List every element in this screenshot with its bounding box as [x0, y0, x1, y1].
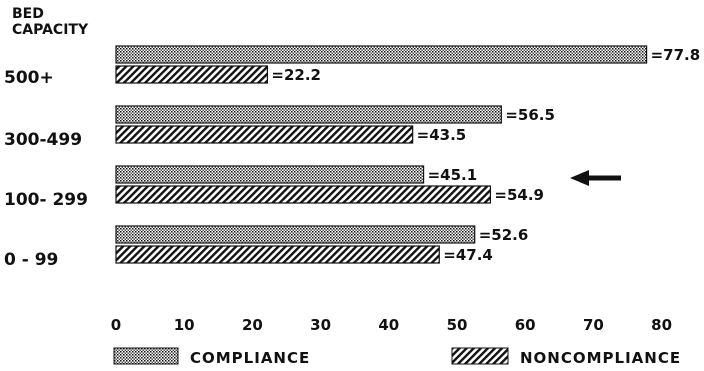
- bars-group: =77.8 =22.2 =56.5 =43.5 =45.1 =54.9 =52.6 =47.4: [115, 45, 701, 264]
- bar-compliance-cat-3: [115, 225, 476, 244]
- legend-swatch-compliance: [113, 347, 179, 365]
- bar-noncompliance-cat-2: [115, 185, 492, 204]
- x-tick-label-60: 60: [515, 316, 536, 334]
- bar-noncompliance-cat-1: [115, 125, 414, 144]
- x-tick-label-70: 70: [583, 316, 604, 334]
- category-label-cat-1: 300-499: [4, 130, 82, 150]
- data-label-compliance-cat-3: =52.6: [479, 226, 529, 244]
- x-tick-label-30: 30: [310, 316, 331, 334]
- data-label-noncompliance-cat-0: =22.2: [271, 66, 321, 84]
- bar-noncompliance-cat-0: [115, 65, 269, 84]
- category-label-cat-3: 0 - 99: [4, 250, 58, 270]
- category-label-cat-2: 100- 299: [4, 190, 88, 210]
- x-tick-label-80: 80: [651, 316, 672, 334]
- legend: COMPLIANCE NONCOMPLIANCE: [113, 347, 681, 367]
- x-tick-label-0: 0: [111, 316, 121, 334]
- x-tick-label-50: 50: [447, 316, 468, 334]
- x-tick-label-40: 40: [378, 316, 399, 334]
- data-label-noncompliance-cat-2: =54.9: [494, 186, 544, 204]
- x-tick-label-10: 10: [174, 316, 195, 334]
- y-axis-title-line-1: BED: [12, 6, 44, 22]
- data-label-compliance-cat-0: =77.8: [651, 46, 701, 64]
- category-labels-group: 500+ 300-499 100- 299 0 - 99: [4, 68, 88, 270]
- category-label-cat-0: 500+: [4, 68, 54, 88]
- legend-label-noncompliance: NONCOMPLIANCE: [520, 349, 681, 367]
- x-tick-labels-group: 0 10 20 30 40 50 60 70 80: [111, 316, 672, 334]
- bar-compliance-cat-0: [115, 45, 648, 64]
- bar-compliance-cat-2: [115, 165, 425, 184]
- data-label-compliance-cat-1: =56.5: [505, 106, 555, 124]
- y-axis-title-line-2: CAPACITY: [12, 22, 89, 38]
- bar-compliance-cat-1: [115, 105, 502, 124]
- data-label-noncompliance-cat-1: =43.5: [417, 126, 467, 144]
- x-tick-label-20: 20: [242, 316, 263, 334]
- bar-noncompliance-cat-3: [115, 245, 440, 264]
- annotation-arrow: [570, 170, 621, 186]
- arrow-head-icon: [570, 170, 589, 186]
- legend-swatch-noncompliance: [451, 347, 509, 365]
- arrow-shaft: [587, 175, 621, 181]
- data-label-noncompliance-cat-3: =47.4: [443, 246, 493, 264]
- legend-label-compliance: COMPLIANCE: [190, 349, 310, 367]
- data-label-compliance-cat-2: =45.1: [428, 166, 478, 184]
